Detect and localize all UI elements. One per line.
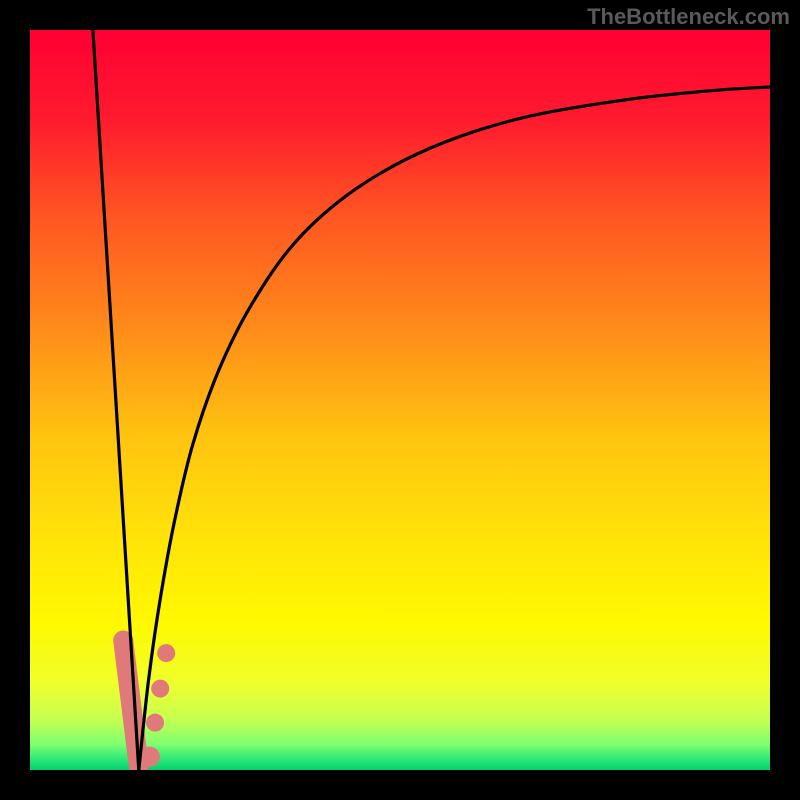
- marker-dot: [151, 680, 169, 698]
- watermark-text: TheBottleneck.com: [587, 4, 790, 30]
- marker-dot: [146, 714, 164, 732]
- marker-dot: [140, 747, 160, 767]
- marker-dot: [157, 644, 175, 662]
- bottleneck-chart: [0, 0, 800, 800]
- chart-container: TheBottleneck.com: [0, 0, 800, 800]
- plot-background: [30, 30, 770, 770]
